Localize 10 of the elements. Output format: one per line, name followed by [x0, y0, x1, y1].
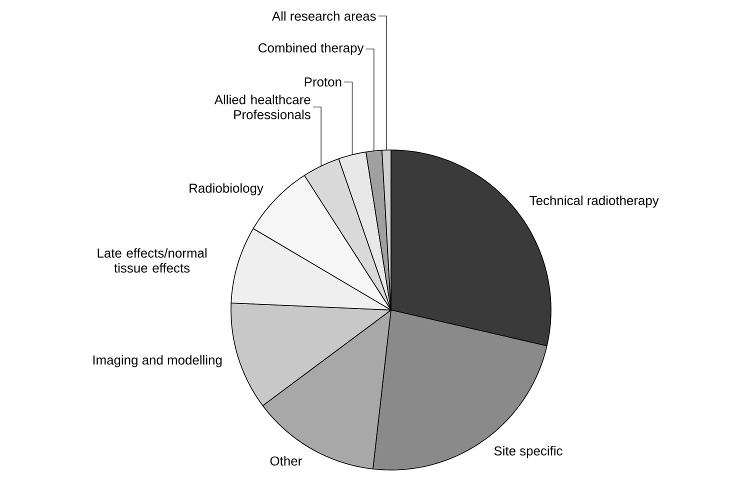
slice-label: Allied healthcare Professionals	[214, 94, 310, 120]
slice-label: Other	[270, 456, 302, 466]
slice-label: Proton	[304, 77, 342, 87]
slice-label: Radiobiology	[190, 183, 264, 196]
slice-label: Technical radiotherapy	[530, 196, 659, 208]
slice-label: Site specific	[494, 446, 562, 458]
slice-label: Late effects/normal tissue effects	[98, 248, 206, 273]
slice-label: Combined therapy	[258, 42, 364, 56]
slice-label: All research areas	[272, 11, 376, 21]
slice-label: Imaging and modelling	[93, 355, 222, 368]
